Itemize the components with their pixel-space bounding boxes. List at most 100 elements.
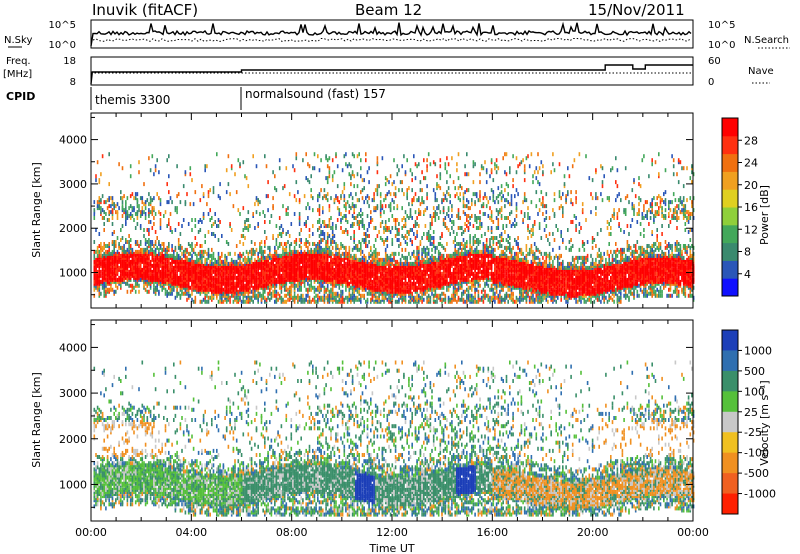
power-cell bbox=[181, 277, 183, 282]
power-cell bbox=[108, 242, 110, 246]
power-cell bbox=[113, 244, 115, 248]
power-cell bbox=[148, 289, 150, 294]
power-cell bbox=[222, 287, 225, 292]
power-cell bbox=[230, 228, 233, 232]
power-cell bbox=[168, 222, 170, 226]
power-cell bbox=[363, 224, 365, 228]
power-cell bbox=[98, 291, 101, 296]
power-cell bbox=[212, 232, 215, 236]
power-cell bbox=[262, 253, 264, 258]
power-cell bbox=[424, 247, 427, 252]
power-cell bbox=[234, 281, 236, 286]
power-cell bbox=[194, 295, 197, 300]
power-cell bbox=[260, 245, 263, 250]
power-cell bbox=[318, 283, 321, 288]
power-cell bbox=[204, 168, 206, 173]
power-cell bbox=[235, 190, 238, 195]
power-cell bbox=[257, 202, 259, 207]
power-cell bbox=[427, 287, 430, 292]
power-cell bbox=[331, 257, 334, 262]
nsearch-line bbox=[92, 37, 691, 42]
nsky-tick-bottom: 10^0 bbox=[49, 40, 76, 51]
power-cell bbox=[191, 245, 193, 250]
power-cell bbox=[219, 196, 221, 201]
power-cell bbox=[421, 236, 423, 240]
power-cell bbox=[341, 190, 344, 195]
power-cell bbox=[426, 259, 428, 264]
power-cell bbox=[426, 245, 428, 250]
power-cell bbox=[361, 249, 364, 254]
power-cell bbox=[280, 259, 283, 264]
power-cell bbox=[204, 295, 206, 300]
power-cell bbox=[431, 283, 433, 288]
power-cell bbox=[371, 283, 374, 288]
power-cell bbox=[158, 251, 160, 256]
power-cell bbox=[199, 259, 202, 264]
power-cell bbox=[318, 287, 321, 292]
power-cell bbox=[116, 249, 119, 254]
power-cell bbox=[288, 234, 291, 238]
power-cell bbox=[353, 289, 355, 294]
power-cell bbox=[148, 242, 150, 246]
power-cell bbox=[103, 261, 105, 266]
power-cell bbox=[105, 249, 107, 254]
power-cell bbox=[393, 180, 395, 185]
power-cell bbox=[101, 216, 104, 220]
power-cell bbox=[133, 196, 135, 201]
power-cell bbox=[355, 271, 357, 276]
power-cell bbox=[427, 152, 430, 157]
power-cell bbox=[399, 275, 402, 280]
power-cell bbox=[353, 273, 355, 278]
power-cell bbox=[250, 283, 253, 288]
power-cell bbox=[249, 249, 251, 254]
power-cell bbox=[326, 244, 329, 248]
power-cell bbox=[446, 263, 448, 268]
power-cell bbox=[305, 293, 307, 298]
power-cell bbox=[436, 182, 438, 187]
power-cell bbox=[134, 240, 137, 244]
power-cell bbox=[381, 271, 384, 276]
power-cell bbox=[396, 279, 399, 284]
power-cell bbox=[240, 291, 243, 296]
power-cell bbox=[325, 240, 327, 244]
power-cell bbox=[126, 240, 129, 244]
power-cell bbox=[105, 261, 107, 266]
power-cell bbox=[159, 218, 162, 222]
power-cell bbox=[293, 212, 296, 216]
power-cell bbox=[134, 196, 137, 201]
power-cell bbox=[287, 287, 289, 292]
power-cell bbox=[194, 236, 197, 240]
power-cell bbox=[418, 255, 420, 260]
power-cell bbox=[404, 259, 407, 264]
power-cell bbox=[260, 293, 263, 298]
power-cell bbox=[171, 244, 173, 248]
power-cell bbox=[151, 269, 154, 274]
power-cell bbox=[427, 257, 430, 262]
power-cell bbox=[308, 249, 311, 254]
power-cell bbox=[141, 196, 144, 201]
power-cell bbox=[207, 263, 210, 268]
power-cell bbox=[217, 238, 220, 242]
power-cell bbox=[219, 259, 221, 264]
power-cell bbox=[307, 263, 309, 268]
power-cell bbox=[225, 299, 228, 304]
power-cell bbox=[343, 297, 346, 302]
power-cell bbox=[317, 297, 319, 302]
power-cell bbox=[317, 242, 319, 246]
power-cell bbox=[353, 245, 355, 250]
power-cell bbox=[370, 245, 372, 250]
power-cell bbox=[211, 247, 213, 252]
power-cell bbox=[451, 214, 453, 218]
power-cell bbox=[274, 285, 276, 290]
power-cell bbox=[373, 299, 375, 304]
power-cell bbox=[298, 238, 301, 242]
power-cell bbox=[429, 226, 432, 230]
power-cell bbox=[293, 293, 296, 298]
power-cell bbox=[103, 255, 105, 260]
power-cell bbox=[348, 245, 351, 250]
power-cell bbox=[444, 257, 447, 262]
power-cell bbox=[441, 198, 443, 203]
power-cell bbox=[222, 277, 225, 282]
power-cell bbox=[328, 293, 331, 298]
